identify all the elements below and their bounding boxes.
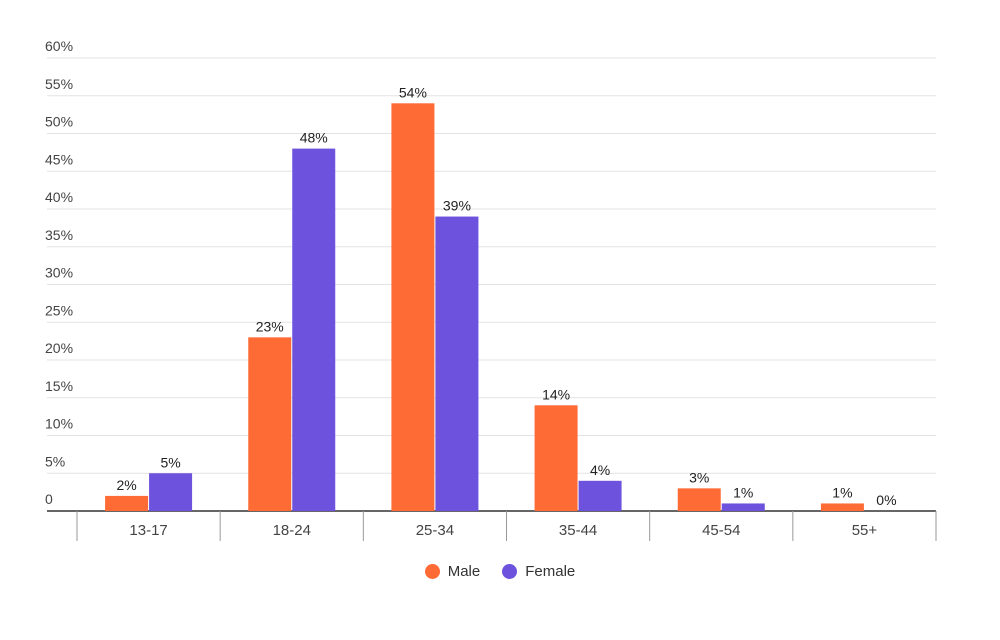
data-label: 1% xyxy=(733,484,753,500)
x-tick-label: 45-54 xyxy=(702,522,740,539)
data-label: 23% xyxy=(256,318,284,334)
bar-male xyxy=(677,488,721,511)
x-tick-label: 25-34 xyxy=(416,522,454,539)
bar-female xyxy=(578,480,622,511)
data-label: 48% xyxy=(300,130,328,146)
data-label: 1% xyxy=(832,484,852,500)
data-label: 14% xyxy=(542,386,570,402)
y-tick-label: 40% xyxy=(45,189,73,205)
legend-swatch-female xyxy=(502,564,518,579)
x-tick-label: 55+ xyxy=(852,522,878,539)
y-tick-label: 45% xyxy=(45,151,73,167)
y-tick-label: 5% xyxy=(45,453,65,469)
x-tick-label: 13-17 xyxy=(129,522,167,539)
y-tick-label: 20% xyxy=(45,340,73,356)
bar-female xyxy=(435,216,479,512)
y-tick-label: 50% xyxy=(45,114,73,130)
bar-male xyxy=(534,405,578,511)
legend-item-male: Male xyxy=(424,563,481,580)
bar-male xyxy=(105,495,149,511)
y-tick-label: 10% xyxy=(45,416,73,432)
y-tick-label: 35% xyxy=(45,227,73,243)
bar-female xyxy=(292,148,336,511)
y-tick-label: 30% xyxy=(45,265,73,281)
legend-label-female: Female xyxy=(525,563,576,580)
data-label: 3% xyxy=(689,469,709,485)
bar-female xyxy=(149,473,193,511)
y-tick-label: 55% xyxy=(45,76,73,92)
y-tick-label: 25% xyxy=(45,302,73,318)
data-label: 54% xyxy=(399,84,427,100)
legend: Male Female xyxy=(0,563,1000,580)
x-tick-label: 18-24 xyxy=(273,522,311,539)
data-label: 0% xyxy=(876,492,896,508)
data-label: 5% xyxy=(160,454,180,470)
bar-male xyxy=(391,103,435,512)
legend-item-female: Female xyxy=(502,563,575,580)
data-label: 2% xyxy=(116,477,136,493)
legend-swatch-male xyxy=(424,564,440,579)
x-tick-label: 35-44 xyxy=(559,522,597,539)
bar-male xyxy=(820,503,864,511)
y-tick-label: 0 xyxy=(45,491,53,507)
y-tick-label: 60% xyxy=(45,38,73,54)
legend-label-male: Male xyxy=(447,563,481,580)
bar-female xyxy=(721,503,765,511)
y-tick-label: 15% xyxy=(45,378,73,394)
data-label: 39% xyxy=(443,198,471,214)
bar-male xyxy=(248,337,292,511)
data-label: 4% xyxy=(590,462,610,478)
